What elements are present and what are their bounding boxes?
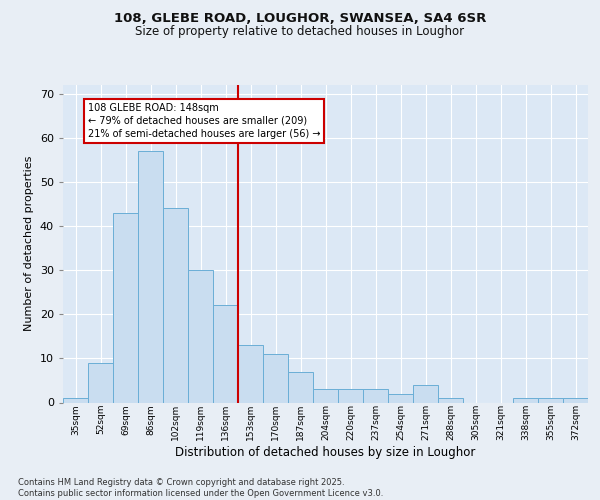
- Bar: [213, 306, 238, 402]
- Bar: [388, 394, 413, 402]
- Bar: [113, 213, 138, 402]
- Text: Size of property relative to detached houses in Loughor: Size of property relative to detached ho…: [136, 25, 464, 38]
- Bar: [163, 208, 188, 402]
- Text: 108, GLEBE ROAD, LOUGHOR, SWANSEA, SA4 6SR: 108, GLEBE ROAD, LOUGHOR, SWANSEA, SA4 6…: [114, 12, 486, 26]
- Y-axis label: Number of detached properties: Number of detached properties: [24, 156, 34, 332]
- Bar: [63, 398, 88, 402]
- X-axis label: Distribution of detached houses by size in Loughor: Distribution of detached houses by size …: [175, 446, 476, 459]
- Bar: [263, 354, 288, 403]
- Bar: [563, 398, 588, 402]
- Bar: [438, 398, 463, 402]
- Text: 108 GLEBE ROAD: 148sqm
← 79% of detached houses are smaller (209)
21% of semi-de: 108 GLEBE ROAD: 148sqm ← 79% of detached…: [88, 102, 320, 139]
- Bar: [88, 363, 113, 403]
- Bar: [538, 398, 563, 402]
- Bar: [513, 398, 538, 402]
- Bar: [138, 151, 163, 403]
- Bar: [413, 385, 438, 402]
- Bar: [288, 372, 313, 402]
- Bar: [363, 390, 388, 402]
- Text: Contains HM Land Registry data © Crown copyright and database right 2025.
Contai: Contains HM Land Registry data © Crown c…: [18, 478, 383, 498]
- Bar: [313, 390, 338, 402]
- Bar: [188, 270, 213, 402]
- Bar: [238, 345, 263, 403]
- Bar: [338, 390, 363, 402]
